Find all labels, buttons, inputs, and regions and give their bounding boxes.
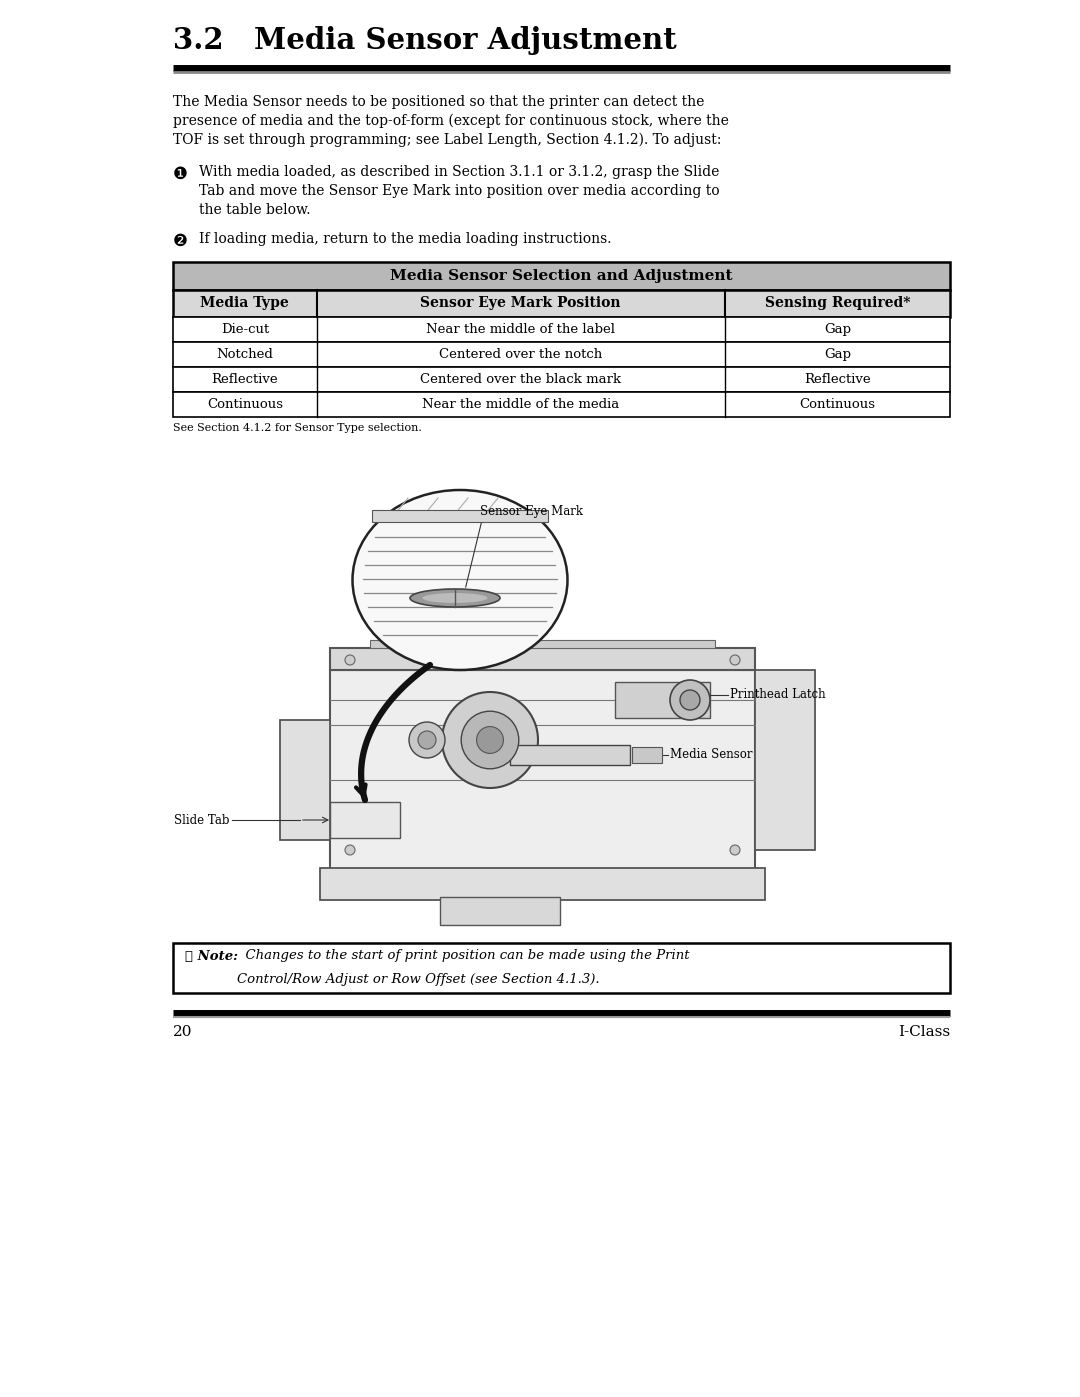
Text: the table below.: the table below.	[199, 203, 311, 217]
Text: Media Sensor: Media Sensor	[670, 749, 753, 761]
Text: Tab and move the Sensor Eye Mark into position over media according to: Tab and move the Sensor Eye Mark into po…	[199, 184, 719, 198]
Text: Notched: Notched	[216, 348, 273, 360]
Circle shape	[418, 731, 436, 749]
Text: ☒ Note:: ☒ Note:	[185, 950, 238, 963]
FancyBboxPatch shape	[173, 393, 950, 416]
Text: Centered over the black mark: Centered over the black mark	[420, 373, 621, 386]
FancyBboxPatch shape	[370, 640, 715, 648]
Circle shape	[476, 726, 503, 753]
Text: If loading media, return to the media loading instructions.: If loading media, return to the media lo…	[199, 232, 611, 246]
Ellipse shape	[352, 490, 567, 671]
FancyBboxPatch shape	[173, 943, 950, 993]
Text: Sensor Eye Mark Position: Sensor Eye Mark Position	[420, 296, 621, 310]
Text: presence of media and the top-of-form (except for continuous stock, where the: presence of media and the top-of-form (e…	[173, 115, 729, 129]
Circle shape	[461, 711, 518, 768]
FancyBboxPatch shape	[632, 747, 662, 763]
FancyBboxPatch shape	[755, 671, 815, 849]
FancyBboxPatch shape	[372, 510, 548, 522]
Text: Near the middle of the label: Near the middle of the label	[427, 323, 616, 337]
FancyBboxPatch shape	[173, 342, 950, 367]
Circle shape	[680, 690, 700, 710]
Text: Changes to the start of print position can be made using the Print: Changes to the start of print position c…	[237, 950, 690, 963]
Text: See Section 4.1.2 for Sensor Type selection.: See Section 4.1.2 for Sensor Type select…	[173, 423, 422, 433]
Text: With media loaded, as described in Section 3.1.1 or 3.1.2, grasp the Slide: With media loaded, as described in Secti…	[199, 165, 719, 179]
Text: Media Sensor Selection and Adjustment: Media Sensor Selection and Adjustment	[390, 270, 732, 284]
FancyBboxPatch shape	[330, 648, 755, 671]
Text: Continuous: Continuous	[207, 398, 283, 411]
FancyBboxPatch shape	[510, 745, 630, 766]
Circle shape	[730, 845, 740, 855]
Text: Near the middle of the media: Near the middle of the media	[422, 398, 619, 411]
Text: TOF is set through programming; see Label Length, Section 4.1.2). To adjust:: TOF is set through programming; see Labe…	[173, 133, 721, 148]
Text: The Media Sensor needs to be positioned so that the printer can detect the: The Media Sensor needs to be positioned …	[173, 95, 704, 109]
Circle shape	[442, 692, 538, 788]
Circle shape	[345, 655, 355, 665]
FancyBboxPatch shape	[330, 671, 755, 870]
FancyBboxPatch shape	[280, 719, 330, 840]
FancyBboxPatch shape	[173, 317, 950, 342]
FancyBboxPatch shape	[173, 291, 950, 317]
Text: Control/Row Adjust or Row Offset (see Section 4.1.3).: Control/Row Adjust or Row Offset (see Se…	[237, 974, 599, 986]
Circle shape	[670, 680, 710, 719]
Text: Media Type: Media Type	[201, 296, 289, 310]
FancyBboxPatch shape	[173, 367, 950, 393]
FancyBboxPatch shape	[615, 682, 710, 718]
Text: 20: 20	[173, 1025, 192, 1039]
Circle shape	[345, 845, 355, 855]
FancyBboxPatch shape	[173, 263, 950, 291]
FancyBboxPatch shape	[330, 802, 400, 838]
Text: Die-cut: Die-cut	[220, 323, 269, 337]
Circle shape	[409, 722, 445, 759]
Text: Reflective: Reflective	[212, 373, 279, 386]
Text: ❷: ❷	[173, 232, 188, 250]
Text: Centered over the notch: Centered over the notch	[440, 348, 603, 360]
Text: ❶: ❶	[173, 165, 188, 183]
Ellipse shape	[410, 590, 500, 608]
Text: 3.2   Media Sensor Adjustment: 3.2 Media Sensor Adjustment	[173, 27, 677, 54]
Circle shape	[730, 655, 740, 665]
Text: Gap: Gap	[824, 323, 851, 337]
Text: Slide Tab: Slide Tab	[175, 813, 230, 827]
FancyBboxPatch shape	[320, 868, 765, 900]
Text: I-Class: I-Class	[897, 1025, 950, 1039]
Text: Continuous: Continuous	[799, 398, 875, 411]
Text: Sensor Eye Mark: Sensor Eye Mark	[480, 504, 583, 518]
FancyBboxPatch shape	[440, 897, 561, 925]
Text: Gap: Gap	[824, 348, 851, 360]
Text: Sensing Required*: Sensing Required*	[765, 296, 910, 310]
Text: Reflective: Reflective	[804, 373, 870, 386]
Ellipse shape	[422, 592, 487, 604]
Text: Printhead Latch: Printhead Latch	[730, 689, 825, 701]
